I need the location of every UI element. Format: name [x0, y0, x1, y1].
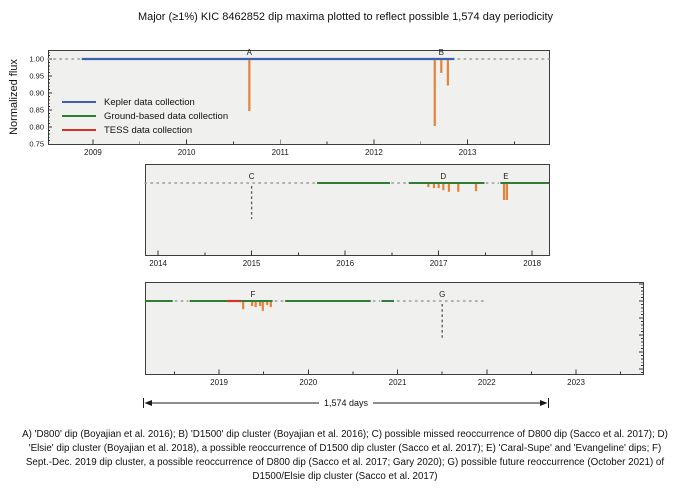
- dip-annotation-A: A: [247, 48, 253, 57]
- x-tick-label: 2016: [336, 259, 354, 268]
- y-tick-label: 1.00: [29, 55, 44, 64]
- arrow-head-left-icon: [144, 400, 152, 406]
- dip-annotation-E: E: [503, 172, 508, 181]
- chart-title: Major (≥1%) KIC 8462852 dip maxima plott…: [137, 11, 554, 23]
- panel-2: 2014 2015 2016 2017 2018 C D E: [144, 164, 550, 268]
- y-tick-label: 0.85: [29, 106, 44, 115]
- legend-item-tess: TESS data collection: [62, 123, 228, 137]
- period-arrow-svg: 1,574 days: [143, 398, 549, 408]
- x-tick-label: 2015: [243, 259, 261, 268]
- panel-frame: [145, 282, 644, 375]
- legend-item-kepler: Kepler data collection: [62, 95, 228, 109]
- x-tick-label: 2010: [178, 148, 196, 157]
- figure-caption: A) 'D800' dip (Boyajian et al. 2016); B)…: [22, 429, 668, 482]
- panel-frame: [145, 164, 550, 256]
- y-tick-label: 0.90: [29, 89, 44, 98]
- legend-label: Kepler data collection: [104, 96, 195, 108]
- legend-label: Ground-based data collection: [104, 110, 229, 122]
- x-tick-label: 2023: [567, 378, 585, 387]
- y-tick-label: 0.80: [29, 123, 44, 132]
- dip-annotation-D: D: [440, 172, 446, 181]
- x-tick-label: 2020: [299, 378, 317, 387]
- arrow-head-right-icon: [540, 400, 548, 406]
- period-arrow: 1,574 days: [143, 395, 549, 413]
- legend-label: TESS data collection: [104, 124, 193, 136]
- x-tick-label: 2012: [365, 148, 383, 157]
- x-tick-label: 2011: [272, 148, 290, 157]
- x-tick-label: 2019: [210, 378, 228, 387]
- legend: Kepler data collection Ground-based data…: [62, 95, 228, 137]
- x-tick-label: 2014: [149, 259, 167, 268]
- x-tick-label: 2018: [523, 259, 541, 268]
- x-tick-label: 2021: [389, 378, 407, 387]
- x-tick-label: 2009: [84, 148, 102, 157]
- y-tick-label: 0.95: [29, 72, 44, 81]
- ground-line-swatch: [62, 115, 96, 117]
- x-tick-label: 2022: [478, 378, 496, 387]
- x-tick-label: 2013: [459, 148, 477, 157]
- panel-1: 2009 2010 2011 2012 2013 1.00 0.95 0.90 0.85 0.80…: [29, 48, 550, 157]
- legend-item-ground: Ground-based data collection: [62, 109, 228, 123]
- dip-annotation-F: F: [251, 290, 256, 299]
- kepler-line-swatch: [62, 101, 96, 103]
- panel-3: 2019 2020 2021 2022 2023 F G: [145, 282, 644, 387]
- x-tick-label: 2017: [430, 259, 448, 268]
- dip-annotation-B: B: [439, 48, 444, 57]
- y-tick-label: 0.75: [29, 140, 44, 149]
- panel-frame: [48, 50, 550, 145]
- dip-annotation-C: C: [249, 172, 255, 181]
- period-arrow-label: 1,574 days: [324, 398, 369, 408]
- dip-annotation-G: G: [439, 290, 445, 299]
- tess-line-swatch: [62, 129, 96, 131]
